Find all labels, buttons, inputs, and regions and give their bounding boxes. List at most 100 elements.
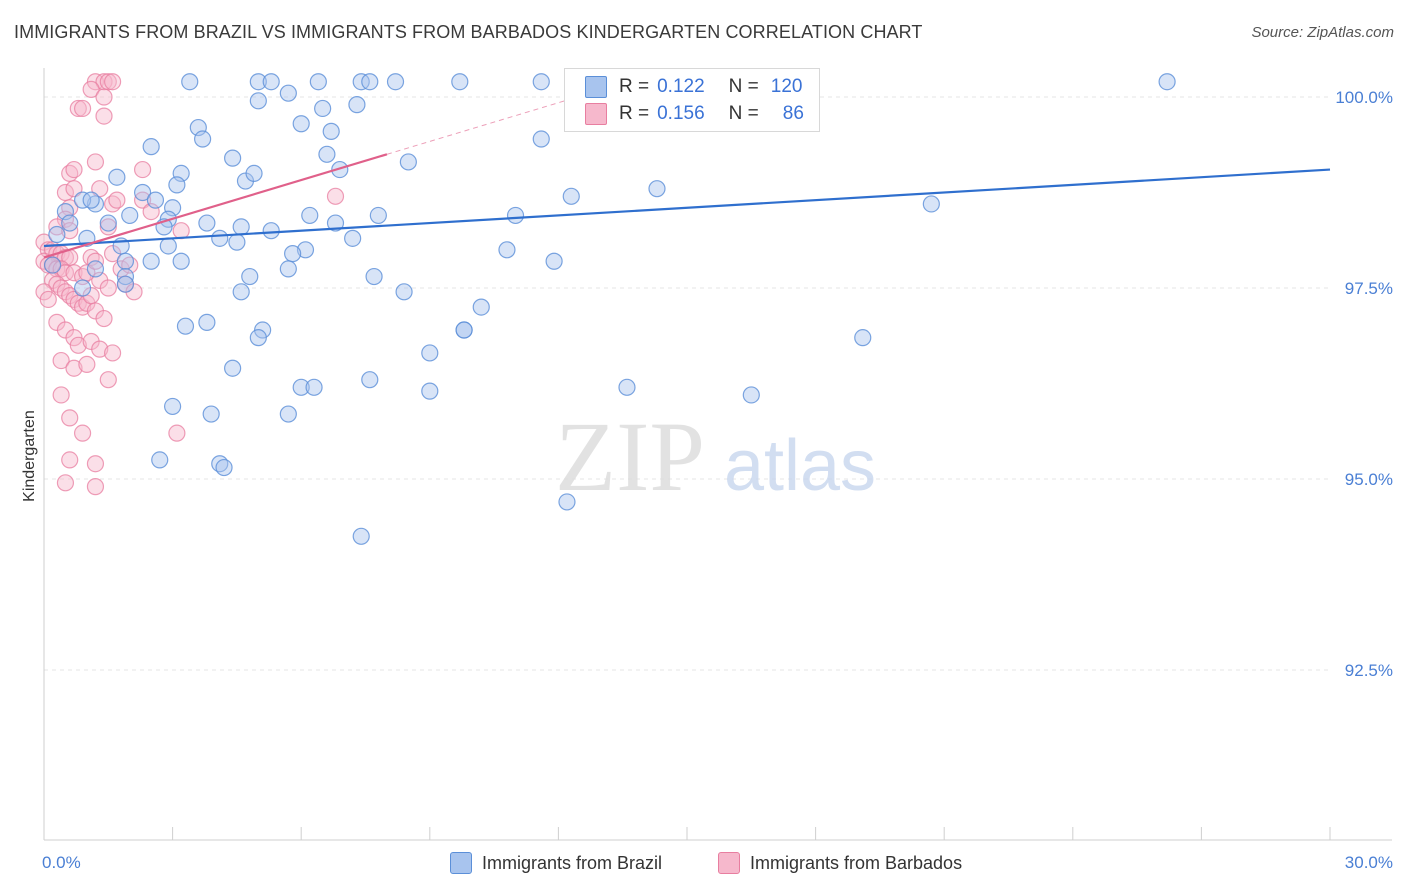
barbados-point <box>61 451 79 469</box>
brazil-point <box>82 191 100 209</box>
brazil-point <box>545 252 563 270</box>
brazil-point <box>742 386 760 404</box>
barbados-point <box>65 264 83 282</box>
brazil-point <box>116 252 135 270</box>
brazil-point <box>369 206 387 225</box>
brazil-point <box>142 138 160 156</box>
brazil-point <box>86 260 105 278</box>
brazil-point <box>224 149 242 167</box>
brazil-point <box>168 176 186 194</box>
source-label: Source: ZipAtlas.com <box>1251 24 1394 41</box>
barbados-point <box>69 336 87 354</box>
brazil-point <box>472 298 490 316</box>
brazil-point <box>43 256 62 274</box>
brazil-point <box>352 527 370 545</box>
trend-lines <box>43 89 1331 259</box>
brazil-point <box>421 382 439 400</box>
brazil-legend-label: Immigrants from Brazil <box>482 852 663 873</box>
brazil-point <box>61 214 79 232</box>
chart-title: IMMIGRANTS FROM BRAZIL VS IMMIGRANTS FRO… <box>14 22 923 42</box>
barbados-point <box>99 371 117 389</box>
brazil-point <box>314 99 332 118</box>
brazil-point <box>506 206 525 225</box>
brazil-point <box>146 191 165 209</box>
barbados-point <box>99 218 117 236</box>
barbados-point <box>103 344 122 362</box>
tick-labels: 92.5% 95.0% 97.5% 100.0% 0.0% 30.0% <box>42 88 1393 872</box>
watermark-zip: ZIP <box>555 401 705 512</box>
legend-row-barbados: R = 0.156 N = 86 <box>585 101 804 127</box>
brazil-point <box>361 371 379 389</box>
brazil-point <box>399 153 417 171</box>
brazil-point <box>395 283 413 301</box>
brazil-point <box>326 214 345 232</box>
barbados-point <box>82 80 100 98</box>
brazil-point <box>215 458 233 477</box>
axes <box>43 68 1392 841</box>
brazil-point <box>421 344 439 362</box>
brazil-point <box>618 378 636 396</box>
barbados-point <box>86 478 105 496</box>
brazil-point <box>245 164 263 182</box>
bottom-legend-barbados: Immigrants from Barbados <box>718 852 962 874</box>
brazil-point <box>262 222 280 240</box>
brazil-point <box>198 214 216 232</box>
watermark: ZIP atlas <box>555 401 876 512</box>
brazil-point <box>211 229 229 247</box>
brazil-point <box>202 405 220 423</box>
brazil-point <box>562 187 580 205</box>
brazil-point <box>181 73 199 91</box>
barbados-legend-label: Immigrants from Barbados <box>750 852 963 873</box>
brazil-points <box>43 73 1176 545</box>
brazil-point <box>194 130 212 148</box>
brazil-point <box>116 275 135 293</box>
brazil-point <box>305 378 323 396</box>
brazil-point <box>232 218 250 236</box>
brazil-point <box>99 214 117 232</box>
bottom-legend-brazil: Immigrants from Brazil <box>450 852 662 874</box>
barbados-point <box>61 409 79 427</box>
brazil-point <box>164 397 182 416</box>
brazil-point <box>159 237 177 255</box>
brazil-point <box>249 92 267 110</box>
brazil-point <box>348 96 366 114</box>
barbados-point <box>39 290 57 309</box>
legend-n-value: 86 <box>782 103 804 124</box>
barbados-point <box>86 153 105 171</box>
legend-r-value: 0.156 <box>657 103 705 124</box>
brazil-point <box>151 451 169 469</box>
barbados-point <box>52 351 70 370</box>
legend-n-value: 120 <box>770 76 803 97</box>
watermark-atlas: atlas <box>724 426 876 506</box>
barbados-point <box>103 73 122 91</box>
brazil-point <box>386 73 405 91</box>
brazil-point <box>301 206 319 225</box>
brazil-point <box>365 267 383 286</box>
legend-r-label: R = <box>619 76 650 97</box>
barbados-point <box>133 160 152 179</box>
brazil-point <box>361 73 379 91</box>
y-tick-label: 92.5% <box>1345 661 1393 680</box>
brazil-point <box>198 313 216 331</box>
grid-lines <box>44 96 1330 671</box>
brazil-point <box>854 329 872 347</box>
brazil-point <box>344 229 362 247</box>
barbados-point <box>168 424 186 442</box>
brazil-trend-line <box>43 168 1331 248</box>
brazil-point <box>249 73 267 91</box>
brazil-point <box>1158 73 1176 91</box>
barbados-point <box>78 355 96 373</box>
brazil-swatch <box>585 76 607 98</box>
barbados-point <box>99 279 117 297</box>
brazil-point <box>558 493 576 511</box>
brazil-point <box>279 405 297 423</box>
brazil-point <box>262 73 280 91</box>
legend-n-label: N = <box>728 76 759 97</box>
brazil-point <box>451 73 469 91</box>
barbados-point <box>65 160 83 179</box>
legend-r-label: R = <box>619 103 650 124</box>
barbados-legend-swatch <box>718 852 740 874</box>
brazil-point <box>142 252 160 270</box>
brazil-point <box>241 267 259 286</box>
